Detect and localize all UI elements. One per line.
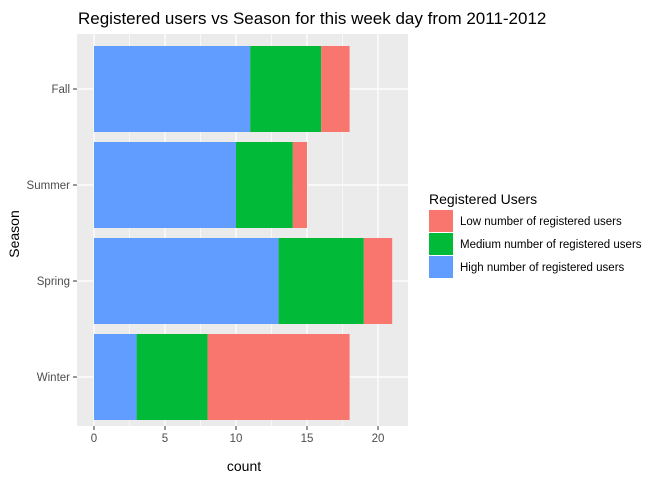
x-tick-label: 20 [372, 433, 385, 445]
legend-key-high [429, 256, 453, 278]
bar-spring-medium [278, 238, 364, 324]
legend: Low number of registered users Medium num… [429, 210, 642, 278]
bar-fall-high [94, 46, 251, 132]
legend-key-low [429, 210, 453, 232]
y-tick-label: Fall [51, 84, 70, 96]
bar-spring-high [94, 238, 279, 324]
y-axis-title: Season [6, 210, 22, 257]
x-tick-label: 0 [91, 433, 97, 445]
bars [94, 46, 393, 420]
legend-title: Registered Users [429, 191, 537, 207]
bar-summer-medium [236, 142, 293, 228]
y-tick-label: Winter [37, 372, 70, 384]
y-axis: Fall Summer Spring Winter [27, 84, 77, 384]
x-axis-title: count [227, 458, 261, 474]
bar-fall-medium [250, 46, 322, 132]
y-tick-label: Summer [27, 180, 71, 192]
x-tick-label: 10 [230, 433, 243, 445]
bar-summer-low [292, 142, 307, 228]
bar-winter-medium [136, 334, 208, 420]
y-tick-label: Spring [37, 276, 70, 288]
chart-title: Registered users vs Season for this week… [78, 9, 546, 28]
legend-label-low: Low number of registered users [460, 216, 622, 228]
x-tick-label: 5 [162, 433, 168, 445]
bar-spring-low [363, 238, 393, 324]
x-tick-label: 15 [301, 433, 314, 445]
legend-label-medium: Medium number of registered users [460, 239, 642, 251]
bar-summer-high [94, 142, 236, 228]
bar-winter-low [207, 334, 350, 420]
legend-key-medium [429, 233, 453, 255]
bar-fall-low [321, 46, 350, 132]
legend-label-high: High number of registered users [460, 262, 625, 274]
bar-winter-high [94, 334, 137, 420]
x-axis: 0 5 10 15 20 [91, 426, 385, 445]
